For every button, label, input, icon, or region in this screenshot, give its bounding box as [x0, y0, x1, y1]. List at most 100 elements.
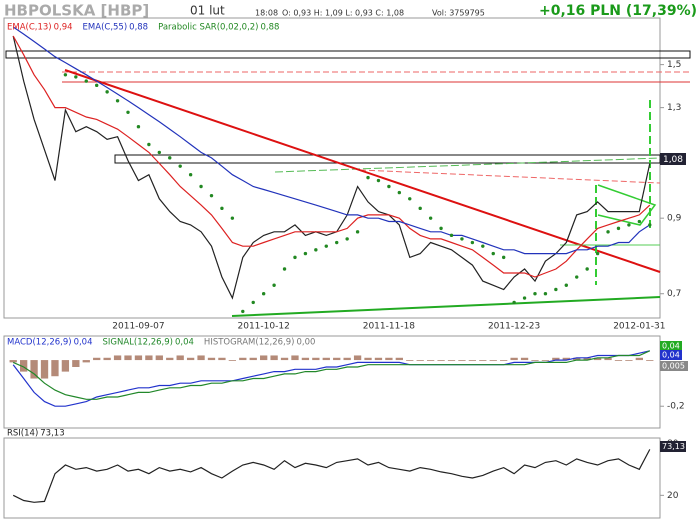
ticker: HBPOLSKA [HBP]	[4, 2, 149, 20]
histogram-bar	[406, 360, 414, 361]
histogram-bar	[353, 355, 362, 361]
sar-dot	[74, 75, 78, 79]
histogram-bar	[61, 360, 70, 372]
sar-dot	[481, 244, 485, 248]
histogram-bar	[489, 360, 497, 361]
legend-value: 0,00	[296, 338, 315, 348]
price-box	[660, 153, 686, 165]
sar-dot	[345, 237, 349, 241]
histogram-bar	[186, 357, 195, 361]
y-tick-label: -0,2	[667, 402, 685, 412]
value-box	[660, 361, 688, 371]
sar-dot	[460, 237, 464, 241]
legend-name: MACD(12,26,9)	[7, 338, 72, 348]
sar-dot	[105, 90, 109, 94]
histogram-bar	[614, 360, 623, 361]
histogram-bar	[562, 357, 570, 361]
sar-dot	[115, 99, 120, 103]
level-label: 0,005	[662, 362, 685, 371]
histogram-bar	[541, 360, 550, 361]
histogram-bar	[134, 355, 143, 361]
histogram-bar	[30, 360, 38, 379]
histogram-bar	[301, 357, 310, 361]
sar-dot	[564, 283, 568, 287]
sar-dot	[251, 300, 255, 305]
sar-dot	[616, 226, 621, 231]
histogram-bar	[72, 360, 80, 367]
sar-dot	[126, 110, 130, 114]
histogram-bar	[312, 357, 320, 361]
histogram-bar	[604, 357, 612, 361]
sar-dot	[470, 240, 475, 245]
sar-dot	[533, 292, 537, 296]
sar-dot	[355, 230, 360, 234]
sar-dot	[188, 173, 193, 177]
histogram-bar	[520, 357, 529, 361]
legend-name: Parabolic SAR(0,02,0,2)	[158, 23, 258, 33]
histogram-bar	[447, 360, 456, 361]
sar-dot	[543, 292, 548, 296]
value-box-label: 0,04	[662, 351, 680, 360]
legend-name: SIGNAL(12,26,9)	[103, 338, 173, 348]
histogram-bar	[291, 355, 299, 361]
sar-dot	[512, 300, 516, 305]
histogram-bar	[176, 355, 184, 361]
histogram-bar	[625, 360, 633, 361]
sar-dot	[157, 150, 162, 155]
sar-dot	[397, 190, 402, 195]
histogram-bar	[552, 357, 560, 361]
histogram-bar	[573, 357, 581, 361]
histogram-bar	[113, 355, 122, 361]
value-box-label: 0,04	[662, 342, 680, 351]
histogram-bar	[343, 357, 351, 361]
histogram-bar	[260, 355, 268, 361]
legend-name: HISTOGRAM(12,26,9)	[204, 338, 295, 348]
histogram-bar	[249, 357, 257, 361]
sar-dot	[501, 255, 506, 260]
value-box-label: 73,13	[662, 442, 685, 451]
volume: Vol: 3759795	[432, 9, 485, 18]
histogram-bar	[416, 360, 424, 361]
sar-dot	[554, 287, 558, 292]
value-box	[660, 350, 682, 360]
pennant	[597, 184, 657, 226]
sar-dot	[376, 178, 381, 183]
sar-dot	[136, 125, 141, 129]
sar-dot	[168, 156, 172, 160]
y-tick-label: 1,5	[667, 60, 681, 70]
date: 01 lut	[190, 4, 225, 18]
histogram-bar	[197, 355, 205, 361]
value-box	[660, 441, 686, 452]
sar-dot	[428, 216, 433, 220]
histogram-bar	[479, 360, 487, 361]
histogram-bar	[40, 360, 49, 379]
sar-dot	[84, 79, 88, 83]
sar-dot	[606, 230, 610, 234]
sar-dot	[303, 251, 308, 256]
sar-dot	[335, 240, 339, 245]
sar-dot	[387, 184, 391, 189]
legend-value: 0,04	[175, 338, 194, 348]
histogram-bar	[51, 360, 59, 377]
sar-dot	[449, 233, 454, 238]
histogram-bar	[93, 357, 101, 361]
histogram-bar	[458, 360, 466, 361]
sar-dot	[261, 292, 266, 296]
sar-dot	[63, 73, 68, 77]
series-line	[12, 35, 651, 278]
x-tick-label: 2012-01-31	[613, 322, 665, 332]
histogram-bar	[103, 357, 111, 361]
main-frame	[3, 17, 661, 319]
series-line	[12, 449, 651, 503]
histogram-bar	[228, 360, 237, 361]
histogram-bar	[468, 360, 477, 361]
sar-dot	[314, 248, 318, 252]
sar-dot	[282, 267, 287, 271]
histogram-bar	[500, 360, 508, 361]
series-line	[12, 26, 651, 255]
macd-frame	[3, 335, 661, 429]
series-line	[12, 35, 651, 300]
y-tick-label: 20	[667, 491, 679, 501]
sar-dot	[648, 223, 652, 227]
sar-dot	[418, 206, 422, 211]
